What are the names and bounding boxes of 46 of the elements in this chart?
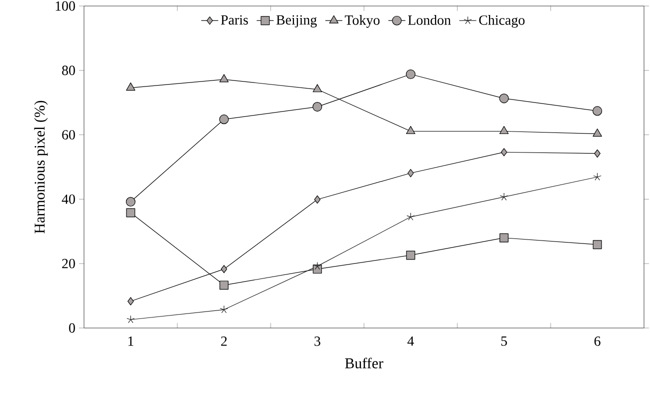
- y-axis-title: Harmonious pixel (%): [34, 100, 48, 234]
- y-tick-label: 0: [69, 323, 75, 333]
- point: [219, 114, 229, 124]
- point: [592, 128, 602, 137]
- legend-label: Tokyo: [344, 15, 380, 28]
- point: [126, 208, 136, 218]
- point: [592, 106, 602, 116]
- point: [126, 82, 136, 91]
- point: [499, 126, 509, 134]
- point: [406, 250, 416, 260]
- point: [128, 297, 134, 306]
- point: [406, 69, 416, 80]
- point: [220, 305, 228, 314]
- y-tick-label: 40: [62, 194, 75, 204]
- point: [594, 149, 600, 158]
- point: [499, 94, 509, 104]
- point: [313, 262, 322, 270]
- y-tick-label: 100: [56, 1, 75, 11]
- point: [312, 84, 322, 92]
- point: [592, 240, 602, 250]
- legend-label: Chicago: [479, 15, 525, 28]
- point: [314, 195, 320, 204]
- point: [406, 126, 416, 134]
- y-tick-label: 20: [62, 258, 75, 268]
- y-tick-label: 80: [62, 66, 75, 76]
- point: [220, 280, 228, 290]
- point: [312, 102, 322, 112]
- x-tick-label: 2: [221, 336, 227, 346]
- point: [220, 264, 228, 274]
- y-tick-label: 60: [62, 130, 75, 140]
- point: [500, 233, 508, 242]
- x-tick-label: 5: [501, 336, 507, 346]
- x-tick-label: 4: [407, 336, 414, 346]
- x-tick-label: 3: [314, 336, 320, 346]
- legend-label: London: [408, 15, 451, 25]
- legend-label: Paris: [220, 15, 248, 25]
- point: [500, 192, 508, 200]
- point: [500, 148, 508, 156]
- point: [219, 74, 229, 82]
- point: [408, 169, 414, 178]
- x-tick-label: 1: [128, 336, 134, 346]
- x-tick-label: 6: [594, 336, 600, 346]
- x-axis-title: Buffer: [345, 358, 384, 368]
- point: [406, 212, 415, 220]
- point: [126, 196, 136, 207]
- legend-label: Beijing: [276, 15, 317, 28]
